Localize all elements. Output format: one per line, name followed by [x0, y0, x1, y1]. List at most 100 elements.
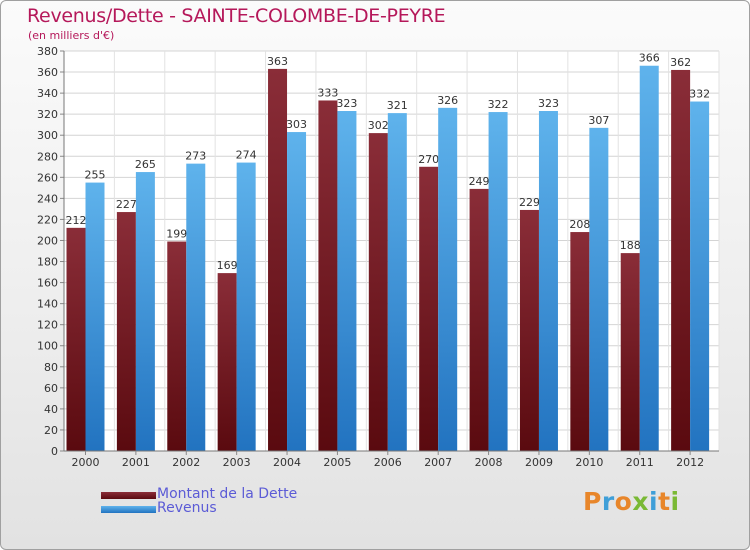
legend-swatch-debt — [101, 492, 156, 499]
x-tick-label: 2006 — [374, 456, 402, 469]
x-tick-label: 2000 — [72, 456, 100, 469]
data-label-revenue: 273 — [185, 150, 206, 163]
bar-revenue — [287, 132, 307, 452]
y-tick-label: 160 — [37, 277, 58, 290]
y-tick-label: 260 — [37, 171, 58, 184]
bar-debt — [217, 273, 237, 451]
bar-debt — [570, 232, 590, 451]
data-label-debt: 208 — [569, 218, 590, 231]
x-tick-label: 2003 — [223, 456, 251, 469]
x-tick-label: 2004 — [273, 456, 301, 469]
data-label-revenue: 322 — [488, 98, 509, 111]
data-label-debt: 227 — [116, 198, 137, 211]
logo-letter: o — [614, 487, 633, 516]
x-tick-label: 2005 — [323, 456, 351, 469]
bar-revenue — [135, 172, 155, 452]
y-tick-label: 320 — [37, 108, 58, 121]
bar-debt — [419, 166, 439, 451]
bar-debt — [66, 227, 86, 451]
bar-revenue — [438, 107, 458, 451]
x-tick-label: 2002 — [172, 456, 200, 469]
data-label-revenue: 323 — [336, 97, 357, 110]
x-tick-label: 2011 — [626, 456, 654, 469]
data-label-debt: 212 — [66, 214, 87, 227]
y-tick-label: 40 — [44, 403, 58, 416]
chart-subtitle: (en milliers d'€) — [28, 29, 115, 42]
data-label-revenue: 366 — [639, 52, 660, 65]
data-label-revenue: 265 — [135, 158, 156, 171]
y-tick-label: 140 — [37, 298, 58, 311]
y-tick-label: 220 — [37, 213, 58, 226]
y-tick-label: 120 — [37, 319, 58, 332]
bar-revenue — [387, 113, 407, 452]
data-label-revenue: 332 — [689, 88, 710, 101]
x-tick-label: 2010 — [575, 456, 603, 469]
legend-swatch-revenue — [101, 506, 156, 513]
logo-letter: r — [601, 487, 615, 516]
y-tick-label: 240 — [37, 192, 58, 205]
legend-label-revenue: Revenus — [157, 500, 217, 516]
data-label-debt: 229 — [519, 196, 540, 209]
chart-title: Revenus/Dette - SAINTE-COLOMBE-DE-PEYRE — [27, 5, 446, 27]
data-label-revenue: 326 — [437, 94, 458, 107]
bar-debt — [268, 68, 288, 451]
data-label-revenue: 274 — [236, 149, 257, 162]
proxiti-logo: Proxiti — [583, 487, 680, 516]
bar-revenue — [337, 111, 357, 451]
data-label-debt: 302 — [368, 119, 389, 132]
data-label-debt: 188 — [620, 239, 641, 252]
data-label-revenue: 255 — [85, 169, 106, 182]
bar-revenue — [85, 182, 105, 451]
data-label-debt: 362 — [670, 56, 691, 69]
y-tick-label: 300 — [37, 129, 58, 142]
legend-label-debt: Montant de la Dette — [157, 486, 298, 502]
data-label-debt: 333 — [317, 86, 338, 99]
x-tick-label: 2007 — [424, 456, 452, 469]
bar-debt — [116, 212, 136, 451]
y-tick-label: 80 — [44, 361, 58, 374]
logo-letter: i — [670, 487, 680, 516]
bar-debt — [469, 188, 489, 452]
bar-revenue — [690, 101, 710, 452]
data-label-revenue: 307 — [588, 114, 609, 127]
data-label-debt: 270 — [418, 153, 439, 166]
y-tick-label: 340 — [37, 87, 58, 100]
data-label-debt: 363 — [267, 55, 288, 68]
y-tick-label: 200 — [37, 234, 58, 247]
logo-letter: i — [649, 487, 659, 516]
bar-revenue — [236, 162, 256, 451]
data-label-revenue: 323 — [538, 97, 559, 110]
data-label-debt: 249 — [469, 175, 490, 188]
y-tick-label: 180 — [37, 256, 58, 269]
bar-revenue — [639, 65, 659, 451]
y-tick-label: 380 — [37, 45, 58, 58]
y-tick-label: 280 — [37, 150, 58, 163]
bar-debt — [368, 133, 388, 451]
y-tick-label: 60 — [44, 382, 58, 395]
logo-letter: t — [658, 487, 671, 516]
y-tick-label: 0 — [51, 445, 58, 458]
data-label-debt: 199 — [166, 228, 187, 241]
data-label-debt: 169 — [217, 259, 238, 272]
logo-letter: x — [632, 487, 649, 516]
bar-debt — [519, 209, 539, 451]
y-tick-label: 360 — [37, 66, 58, 79]
x-tick-label: 2009 — [525, 456, 553, 469]
bar-debt — [167, 241, 187, 451]
bar-revenue — [538, 111, 558, 451]
bar-revenue — [589, 127, 609, 451]
x-tick-label: 2008 — [475, 456, 503, 469]
y-tick-label: 100 — [37, 340, 58, 353]
y-tick-label: 20 — [44, 424, 58, 437]
bar-revenue — [186, 163, 206, 451]
bar-debt — [318, 100, 338, 451]
data-label-revenue: 303 — [286, 118, 307, 131]
bar-debt — [671, 69, 691, 452]
bar-revenue — [488, 112, 508, 451]
bar-debt — [620, 253, 640, 451]
data-label-revenue: 321 — [387, 99, 408, 112]
x-tick-label: 2001 — [122, 456, 150, 469]
x-tick-label: 2012 — [676, 456, 704, 469]
